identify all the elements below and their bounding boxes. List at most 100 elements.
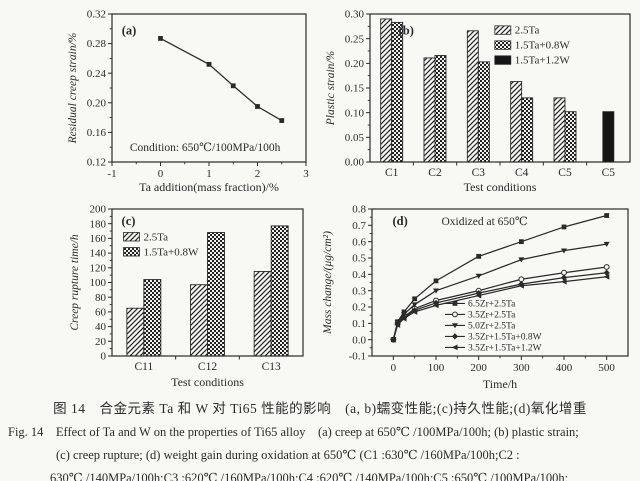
svg-text:0.4: 0.4	[352, 269, 366, 281]
bar-C3-2.5Ta	[466, 30, 479, 163]
svg-text:0.32: 0.32	[87, 9, 106, 21]
caption-line-zh: 图 14 合金元素 Ta 和 W 对 Ti65 性能的影响 (a, b)蠕变性能…	[53, 401, 587, 416]
chart-d-svg: -0.1 0.0 0.1 0.2 0.3 0.4 0.5 0.6 0.7 0.8 Mass chan…	[322, 204, 629, 391]
bar-C13-1.5Ta+0.8W	[270, 225, 289, 357]
annotations: 6.5Zr+2.5Ta3.5Zr+2.5Ta5.0Zr+2.5Ta3.5Zr+1…	[371, 208, 629, 357]
svg-text:200: 200	[90, 204, 107, 216]
chart-b-plastic-strain: 0.00 0.05 0.10 0.15 0.20 0.25 0.30 Plastic stra…	[320, 0, 640, 196]
svg-text:0.20: 0.20	[87, 97, 107, 109]
svg-text:C4: C4	[515, 167, 529, 179]
svg-text:40: 40	[95, 321, 107, 333]
svg-text:100: 100	[428, 362, 445, 374]
series-5.0Zr+2.5Ta	[390, 241, 610, 343]
svg-text:1.5Ta+1.2W: 1.5Ta+1.2W	[515, 55, 571, 67]
svg-text:C12: C12	[198, 361, 217, 373]
svg-text:(c): (c)	[122, 214, 136, 228]
svg-text:Oxidized at 650℃: Oxidized at 650℃	[441, 216, 527, 228]
svg-text:Residual creep strain/%: Residual creep strain/%	[67, 33, 79, 145]
svg-text:0: 0	[158, 168, 164, 180]
svg-text:0.10: 0.10	[345, 107, 365, 119]
svg-text:0.15: 0.15	[345, 83, 365, 95]
axes: 0 20 40 60 80 100 120 140 160 180 200 Creep rupture…	[69, 204, 281, 389]
svg-text:0.12: 0.12	[87, 157, 106, 169]
chart-a-residual-creep-strain: 0.12 0.16 0.20 0.24 0.28 0.32 Residual creep s…	[0, 0, 320, 196]
svg-text:3.5Zr+2.5Ta: 3.5Zr+2.5Ta	[468, 311, 516, 321]
svg-text:1.5Ta+0.8W: 1.5Ta+0.8W	[143, 246, 199, 258]
svg-text:0.16: 0.16	[87, 127, 107, 139]
svg-text:3.5Zr+1.5Ta+0.8W: 3.5Zr+1.5Ta+0.8W	[468, 333, 542, 343]
series-residual creep strain	[158, 36, 285, 123]
bar-C11-2.5Ta	[126, 307, 145, 357]
charts-grid: 0.12 0.16 0.20 0.24 0.28 0.32 Residual creep s…	[0, 0, 640, 396]
svg-text:0.2: 0.2	[352, 302, 366, 314]
chart-c-creep-rupture-time: 0 20 40 60 80 100 120 140 160 180 200 Creep rupture…	[0, 196, 320, 396]
svg-text:500: 500	[598, 362, 615, 374]
svg-text:400: 400	[556, 362, 573, 374]
caption-line-en-3: 630℃ /140MPa/100h;C3 :620℃ /160MPa/100h;…	[50, 471, 569, 481]
bar-C5-2.5Ta	[553, 97, 566, 163]
chart-a-svg: 0.12 0.16 0.20 0.24 0.28 0.32 Residual creep s…	[67, 9, 309, 194]
annotations: 2.5Ta 1.5Ta+0.8W 1.5Ta+1.2W (b)	[369, 13, 631, 163]
svg-text:0.8: 0.8	[352, 204, 366, 216]
svg-text:(b): (b)	[399, 23, 414, 37]
bar-C1-1.5Ta+0.8W	[391, 21, 404, 163]
bar-C12-1.5Ta+0.8W	[207, 232, 225, 357]
series	[126, 225, 289, 357]
svg-text:180: 180	[90, 218, 107, 230]
svg-text:-1: -1	[107, 168, 116, 180]
svg-text:2.5Ta: 2.5Ta	[515, 25, 540, 37]
legend: 2.5Ta 1.5Ta+0.8W	[123, 231, 199, 258]
axes: 0.00 0.05 0.10 0.15 0.20 0.25 0.30 Plastic stra…	[325, 9, 615, 194]
series	[380, 18, 615, 163]
svg-text:120: 120	[90, 262, 107, 274]
series	[158, 36, 285, 123]
bar-C5-1.5Ta+1.2W	[602, 111, 615, 163]
svg-text:0.7: 0.7	[352, 220, 366, 232]
svg-text:C3: C3	[472, 167, 486, 179]
caption-line-en-1: Fig. 14 Effect of Ta and W on the proper…	[8, 425, 579, 439]
svg-text:20: 20	[95, 336, 107, 348]
annotations: (a) Condition: 650℃/100MPa/100h	[111, 13, 307, 163]
svg-text:Condition: 650℃/100MPa/100h: Condition: 650℃/100MPa/100h	[130, 142, 281, 154]
svg-text:C13: C13	[262, 361, 281, 373]
figure-caption: 图 14 合金元素 Ta 和 W 对 Ti65 性能的影响 (a, b)蠕变性能…	[0, 396, 640, 481]
svg-text:0.20: 0.20	[345, 58, 365, 70]
svg-text:0.24: 0.24	[87, 68, 107, 80]
axes: 0.12 0.16 0.20 0.24 0.28 0.32 Residual creep s…	[67, 9, 309, 194]
svg-text:C11: C11	[134, 361, 153, 373]
svg-text:C5: C5	[602, 167, 616, 179]
svg-text:60: 60	[95, 307, 107, 319]
svg-text:6.5Zr+2.5Ta: 6.5Zr+2.5Ta	[468, 300, 516, 310]
bar-C1-2.5Ta	[380, 18, 393, 163]
svg-text:0.00: 0.00	[345, 157, 365, 169]
svg-text:Creep rupture time/h: Creep rupture time/h	[69, 234, 81, 330]
svg-text:0: 0	[101, 351, 107, 363]
caption-line-en-2: (c) creep rupture; (d) weight gain durin…	[56, 448, 520, 462]
svg-text:C2: C2	[428, 167, 442, 179]
chart-c-svg: 0 20 40 60 80 100 120 140 160 180 200 Creep rupture…	[69, 204, 304, 389]
svg-text:1.5Ta+0.8W: 1.5Ta+0.8W	[515, 40, 571, 52]
svg-text:200: 200	[470, 362, 487, 374]
bar-C13-2.5Ta	[253, 271, 272, 357]
chart-d-oxidation-mass-change: -0.1 0.0 0.1 0.2 0.3 0.4 0.5 0.6 0.7 0.8 Mass chan…	[320, 196, 640, 396]
svg-text:Test conditions: Test conditions	[171, 375, 244, 389]
svg-text:1: 1	[206, 168, 212, 180]
svg-text:0.6: 0.6	[352, 236, 366, 248]
svg-text:C5: C5	[558, 167, 572, 179]
legend: 6.5Zr+2.5Ta3.5Zr+2.5Ta5.0Zr+2.5Ta3.5Zr+1…	[444, 300, 542, 354]
svg-text:0.0: 0.0	[352, 334, 366, 346]
svg-text:0.3: 0.3	[352, 285, 366, 297]
bar-C11-1.5Ta+0.8W	[143, 279, 162, 357]
svg-text:Plastic strain/%: Plastic strain/%	[325, 51, 337, 126]
svg-text:0.30: 0.30	[345, 9, 365, 21]
bar-C3-1.5Ta+0.8W	[477, 61, 490, 163]
bar-C2-2.5Ta	[423, 57, 436, 163]
svg-text:300: 300	[513, 362, 530, 374]
bar-C12-2.5Ta	[190, 284, 208, 357]
series	[390, 213, 610, 343]
bar-C2-1.5Ta+0.8W	[434, 54, 447, 163]
svg-text:Ta addition(mass fraction)/%: Ta addition(mass fraction)/%	[139, 180, 279, 194]
svg-text:C1: C1	[385, 167, 399, 179]
svg-text:Mass change/(μg/cm²): Mass change/(μg/cm²)	[322, 231, 334, 335]
